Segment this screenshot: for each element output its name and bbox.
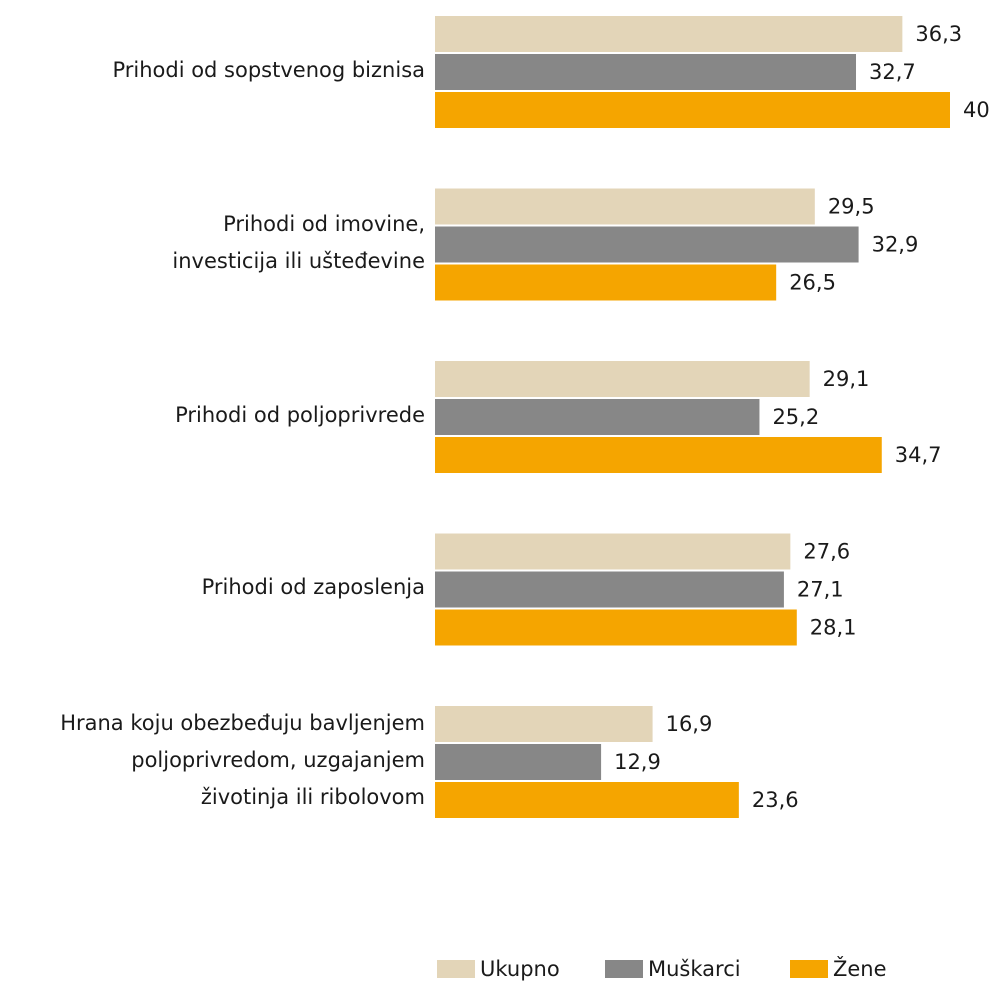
- bar: [435, 782, 739, 818]
- bar: [435, 226, 859, 263]
- bar: [435, 264, 777, 301]
- bar: [435, 609, 797, 646]
- value-label: 32,9: [872, 233, 919, 257]
- bar: [435, 744, 602, 780]
- legend-swatch: [790, 960, 828, 978]
- bar: [435, 92, 950, 128]
- value-label: 27,1: [797, 578, 844, 602]
- value-label: 27,6: [803, 540, 850, 564]
- bar: [435, 437, 882, 473]
- value-label: 34,7: [895, 443, 942, 467]
- category-label: Prihodi od zaposlenja: [201, 575, 425, 599]
- bar: [435, 399, 760, 435]
- legend-label: Ukupno: [480, 957, 560, 981]
- value-label: 29,5: [828, 195, 875, 219]
- value-label: 32,7: [869, 60, 916, 84]
- value-label: 23,6: [752, 788, 799, 812]
- value-label: 40: [963, 98, 990, 122]
- bar: [435, 571, 784, 608]
- legend-label: Muškarci: [648, 957, 741, 981]
- legend-swatch: [605, 960, 643, 978]
- value-label: 25,2: [772, 405, 819, 429]
- value-label: 12,9: [614, 750, 661, 774]
- legend-label: Žene: [833, 956, 887, 981]
- bar: [435, 188, 815, 225]
- value-label: 26,5: [789, 271, 836, 295]
- bar: [435, 16, 903, 52]
- value-label: 36,3: [915, 22, 962, 46]
- legend-swatch: [437, 960, 475, 978]
- bar: [435, 54, 857, 90]
- category-label: Hrana koju obezbeđuju bavljenjem poljopr…: [60, 710, 425, 809]
- bar: [435, 361, 810, 397]
- bar: [435, 706, 653, 742]
- value-label: 28,1: [810, 616, 857, 640]
- value-label: 29,1: [823, 367, 870, 391]
- category-label: Prihodi od poljoprivrede: [175, 402, 425, 427]
- bar: [435, 533, 791, 570]
- value-label: 16,9: [666, 712, 713, 736]
- category-label: Prihodi od sopstvenog biznisa: [112, 57, 425, 82]
- category-label: Prihodi od imovine, investicija ili ušte…: [172, 211, 425, 273]
